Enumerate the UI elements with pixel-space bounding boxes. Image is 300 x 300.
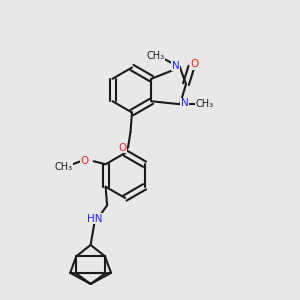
Text: CH₃: CH₃ xyxy=(146,51,164,61)
Text: O: O xyxy=(80,156,89,166)
Text: N: N xyxy=(172,61,179,71)
Text: CH₃: CH₃ xyxy=(55,162,73,172)
Text: O: O xyxy=(191,59,199,69)
Text: N: N xyxy=(181,98,188,108)
Text: O: O xyxy=(118,142,127,153)
Text: HN: HN xyxy=(87,214,103,224)
Text: CH₃: CH₃ xyxy=(196,99,214,109)
